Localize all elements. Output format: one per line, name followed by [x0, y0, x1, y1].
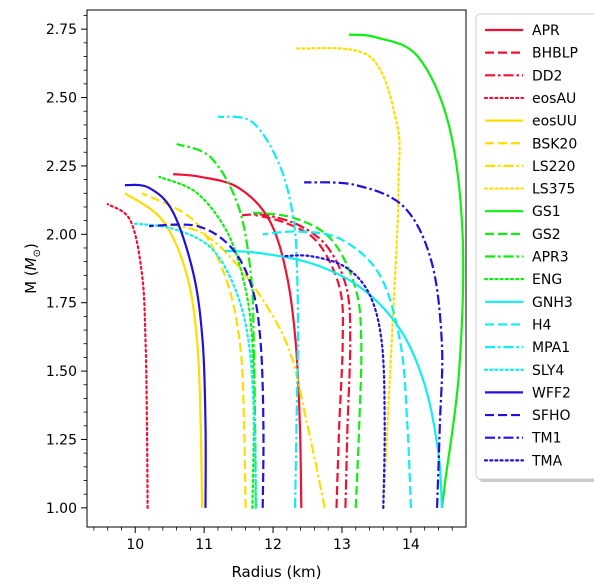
x-axis-label: Radius (km)	[231, 563, 321, 581]
axes: 10 11 12 13 14 1.00 1.25 1.50 1.75 2.00 2.25 2.50 2.…	[46, 15, 453, 553]
legend-label: MPA1	[532, 340, 570, 356]
legend-label: BSK20	[532, 136, 577, 152]
plot-frame	[86, 9, 467, 528]
series-line-eosuu	[124, 192, 204, 508]
y-axis-label: M (M⊙)	[22, 243, 43, 294]
legend-label: TMA	[531, 453, 563, 469]
series-line-gs1	[348, 33, 465, 509]
series-line-gnh3	[224, 249, 443, 508]
y-tick-label: 1.50	[46, 364, 77, 380]
legend-label: GS1	[532, 204, 561, 220]
legend-label: H4	[532, 317, 552, 333]
x-tick-label: 10	[126, 537, 144, 553]
series-line-ls375	[296, 46, 401, 509]
legend-label: LS375	[532, 182, 575, 198]
series-line-h4	[262, 230, 412, 508]
y-tick-label: 2.25	[46, 159, 77, 175]
x-tick-label: 13	[333, 537, 351, 553]
series-line-gs2	[248, 211, 363, 508]
series-line-eosau	[106, 203, 149, 509]
legend-label: LS220	[532, 159, 575, 175]
series-line-sfho	[148, 223, 265, 508]
y-tick-label: 1.25	[46, 432, 77, 448]
series-line-bsk20	[141, 192, 247, 508]
series-line-bhblp	[255, 214, 345, 508]
legend-label: SLY4	[532, 363, 564, 379]
legend-label: TM1	[531, 431, 562, 447]
series-line-mpa1	[217, 115, 300, 508]
series-line-tm1	[304, 181, 444, 508]
legend-label: GNH3	[532, 295, 573, 311]
legend-label: APR3	[532, 250, 569, 266]
x-tick-label: 11	[195, 537, 213, 553]
legend-label: GS2	[532, 227, 561, 243]
x-tick-label: 12	[264, 537, 282, 553]
series-line-apr	[172, 173, 303, 508]
y-tick-label: 2.00	[46, 227, 77, 243]
legend-label: APR	[532, 23, 560, 39]
legend-label: SFHO	[532, 408, 571, 424]
series-line-ls220	[162, 222, 326, 509]
y-tick-label: 2.75	[46, 22, 77, 38]
y-tick-label: 2.50	[46, 91, 77, 107]
series-line-apr3	[176, 142, 257, 508]
series-lines	[106, 33, 465, 509]
series-line-wff2	[124, 183, 207, 508]
x-tick-label: 14	[402, 537, 420, 553]
series-line-tma	[282, 254, 386, 509]
series-line-sly4	[130, 222, 257, 509]
legend-label: eosUU	[532, 114, 577, 130]
legend-label: DD2	[532, 68, 562, 84]
legend-label: WFF2	[532, 385, 571, 401]
legend-label: ENG	[532, 272, 562, 288]
legend-label: BHBLP	[532, 46, 578, 62]
legend: APR BHBLP DD2 eosAU eosUU BSK20 LS220 LS375 GS1 G…	[475, 13, 594, 482]
y-tick-label: 1.00	[46, 501, 77, 517]
legend-label: eosAU	[532, 91, 576, 107]
y-tick-label: 1.75	[46, 296, 77, 312]
legend-box	[475, 13, 594, 480]
